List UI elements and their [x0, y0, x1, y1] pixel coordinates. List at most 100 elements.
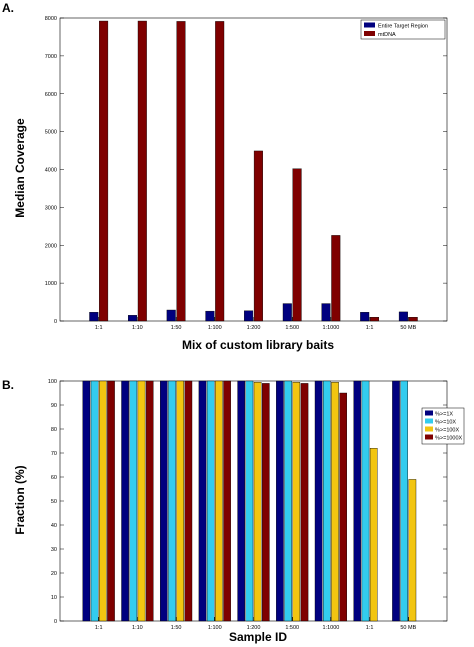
bar-b-series-2-cat-5: [292, 382, 301, 622]
y-tick-label-b: 70: [51, 451, 57, 457]
x-tick-label-b: 50 MB: [400, 625, 416, 631]
bar-a-series-0-cat-6: [321, 303, 331, 322]
legend-label-b-2: %>=100X: [435, 428, 459, 434]
x-tick-label-b: 1:50: [171, 625, 182, 631]
bar-a-series-0-cat-1: [127, 315, 137, 322]
ticks-a: 0 1000 2000 3000 4000 5000 6000 7000 8000 1:1 1:10…: [45, 16, 447, 331]
x-tick-label-a: 1:500: [285, 325, 299, 331]
bar-b-series-2-cat-2: [176, 380, 185, 622]
legend-a: Entire Target Region mtDNA: [360, 19, 446, 40]
x-tick-label-a: 1:1000: [322, 325, 339, 331]
bar-b-series-0-cat-7: [353, 380, 362, 622]
y-tick-label-a: 8000: [45, 16, 57, 22]
bar-b-series-2-cat-7: [369, 448, 378, 622]
y-tick-label-b: 40: [51, 523, 57, 529]
y-tick-label-b: 0: [54, 619, 57, 625]
x-tick-label-a: 1:10: [132, 325, 143, 331]
x-tick-label-a: 50 MB: [400, 325, 416, 331]
plot-area-a: [59, 17, 448, 322]
bars-b: [82, 380, 417, 622]
legend-swatch-b-0: [425, 410, 433, 416]
y-tick-label-b: 10: [51, 595, 57, 601]
bar-b-series-1-cat-6: [323, 380, 331, 622]
bar-b-series-2-cat-1: [137, 380, 146, 622]
bar-b-series-0-cat-6: [314, 380, 323, 622]
bar-b-series-1-cat-4: [245, 380, 254, 622]
bar-b-series-3-cat-1: [145, 380, 154, 622]
legend-label-b-3: %>=1000X: [435, 436, 463, 442]
bars-a: [89, 20, 418, 322]
y-tick-label-a: 0: [54, 319, 57, 325]
y-tick-label-a: 2000: [45, 243, 57, 249]
y-tick-label-a: 3000: [45, 205, 57, 211]
bar-b-series-3-cat-5: [300, 383, 309, 622]
legend-box-a: [360, 19, 446, 40]
bar-a-series-1-cat-8: [408, 317, 418, 322]
x-tick-label-b: 1:500: [285, 625, 299, 631]
bar-b-series-2-cat-6: [331, 382, 339, 622]
x-tick-label-a: 1:100: [208, 325, 222, 331]
y-tick-label-b: 50: [51, 499, 57, 505]
x-tick-label-a: 1:50: [171, 325, 182, 331]
y-tick-label-a: 4000: [45, 168, 57, 174]
legend-swatch-a-1: [364, 31, 375, 36]
bar-a-series-1-cat-3: [215, 21, 225, 322]
legend-b: %>=1X %>=10X %>=100X %>=1000X: [421, 407, 465, 445]
y-tick-label-b: 20: [51, 571, 57, 577]
legend-swatch-b-2: [425, 426, 433, 432]
legend-swatch-b-3: [425, 434, 433, 440]
y-tick-label-a: 6000: [45, 92, 57, 98]
panel-a: A. Median Coverage Mix of custom library…: [2, 1, 448, 352]
ticks-b: 0 10 20 30 40 50 60 70 80 90 100 1:1 1:10 1:50 1:100 1:…: [48, 379, 447, 631]
bar-b-series-1-cat-2: [168, 380, 176, 622]
legend-label-b-0: %>=1X: [435, 412, 453, 418]
y-axis-label-a: Median Coverage: [13, 118, 27, 218]
y-tick-label-b: 30: [51, 547, 57, 553]
bar-b-series-0-cat-0: [82, 380, 91, 622]
y-tick-label-b: 100: [48, 379, 57, 385]
bar-a-series-1-cat-2: [176, 21, 186, 322]
legend-label-b-1: %>=10X: [435, 420, 456, 426]
bar-a-series-0-cat-8: [398, 311, 408, 322]
bar-a-series-1-cat-7: [370, 317, 380, 322]
y-tick-label-a: 1000: [45, 281, 57, 287]
x-tick-label-a: 1:200: [247, 325, 261, 331]
bar-b-series-3-cat-2: [184, 380, 193, 622]
y-tick-label-a: 5000: [45, 130, 57, 136]
bar-a-series-1-cat-4: [253, 150, 263, 322]
bar-b-series-0-cat-2: [159, 380, 168, 622]
bar-b-series-1-cat-7: [361, 380, 370, 622]
x-tick-label-b: 1:1: [95, 625, 103, 631]
legend-swatch-a-0: [364, 22, 375, 28]
bar-b-series-3-cat-3: [223, 380, 231, 622]
x-tick-label-b: 1:1000: [322, 625, 339, 631]
y-tick-label-b: 80: [51, 427, 57, 433]
legend-label-a-1: mtDNA: [378, 32, 396, 38]
panel-b: B. Fraction (%) Sample ID 0 10 20 30 40 50 60 7…: [2, 378, 465, 644]
bar-b-series-2-cat-3: [215, 380, 223, 622]
bar-a-series-0-cat-0: [89, 312, 99, 322]
x-tick-label-b: 1:1: [366, 625, 374, 631]
x-tick-label-b: 1:10: [132, 625, 143, 631]
y-tick-label-a: 7000: [45, 54, 57, 60]
panel-label-a: A.: [2, 1, 14, 15]
bar-b-series-2-cat-4: [253, 382, 262, 622]
x-tick-label-b: 1:200: [247, 625, 261, 631]
bar-b-series-0-cat-5: [276, 380, 284, 622]
bar-b-series-1-cat-5: [284, 380, 292, 622]
bar-a-series-1-cat-6: [331, 235, 341, 322]
bar-b-series-2-cat-0: [98, 380, 107, 622]
bar-b-series-3-cat-6: [339, 392, 348, 622]
bar-b-series-0-cat-3: [198, 380, 207, 622]
bar-a-series-0-cat-4: [244, 310, 254, 322]
bar-a-series-0-cat-2: [166, 309, 176, 322]
x-axis-label-b: Sample ID: [229, 630, 287, 644]
bar-a-series-1-cat-0: [99, 20, 109, 322]
bar-b-series-1-cat-1: [129, 380, 138, 622]
bar-b-series-0-cat-8: [392, 380, 400, 622]
bar-a-series-0-cat-3: [205, 310, 215, 322]
bar-b-series-0-cat-1: [121, 380, 129, 622]
bar-a-series-0-cat-5: [282, 303, 292, 322]
x-tick-label-a: 1:1: [95, 325, 103, 331]
